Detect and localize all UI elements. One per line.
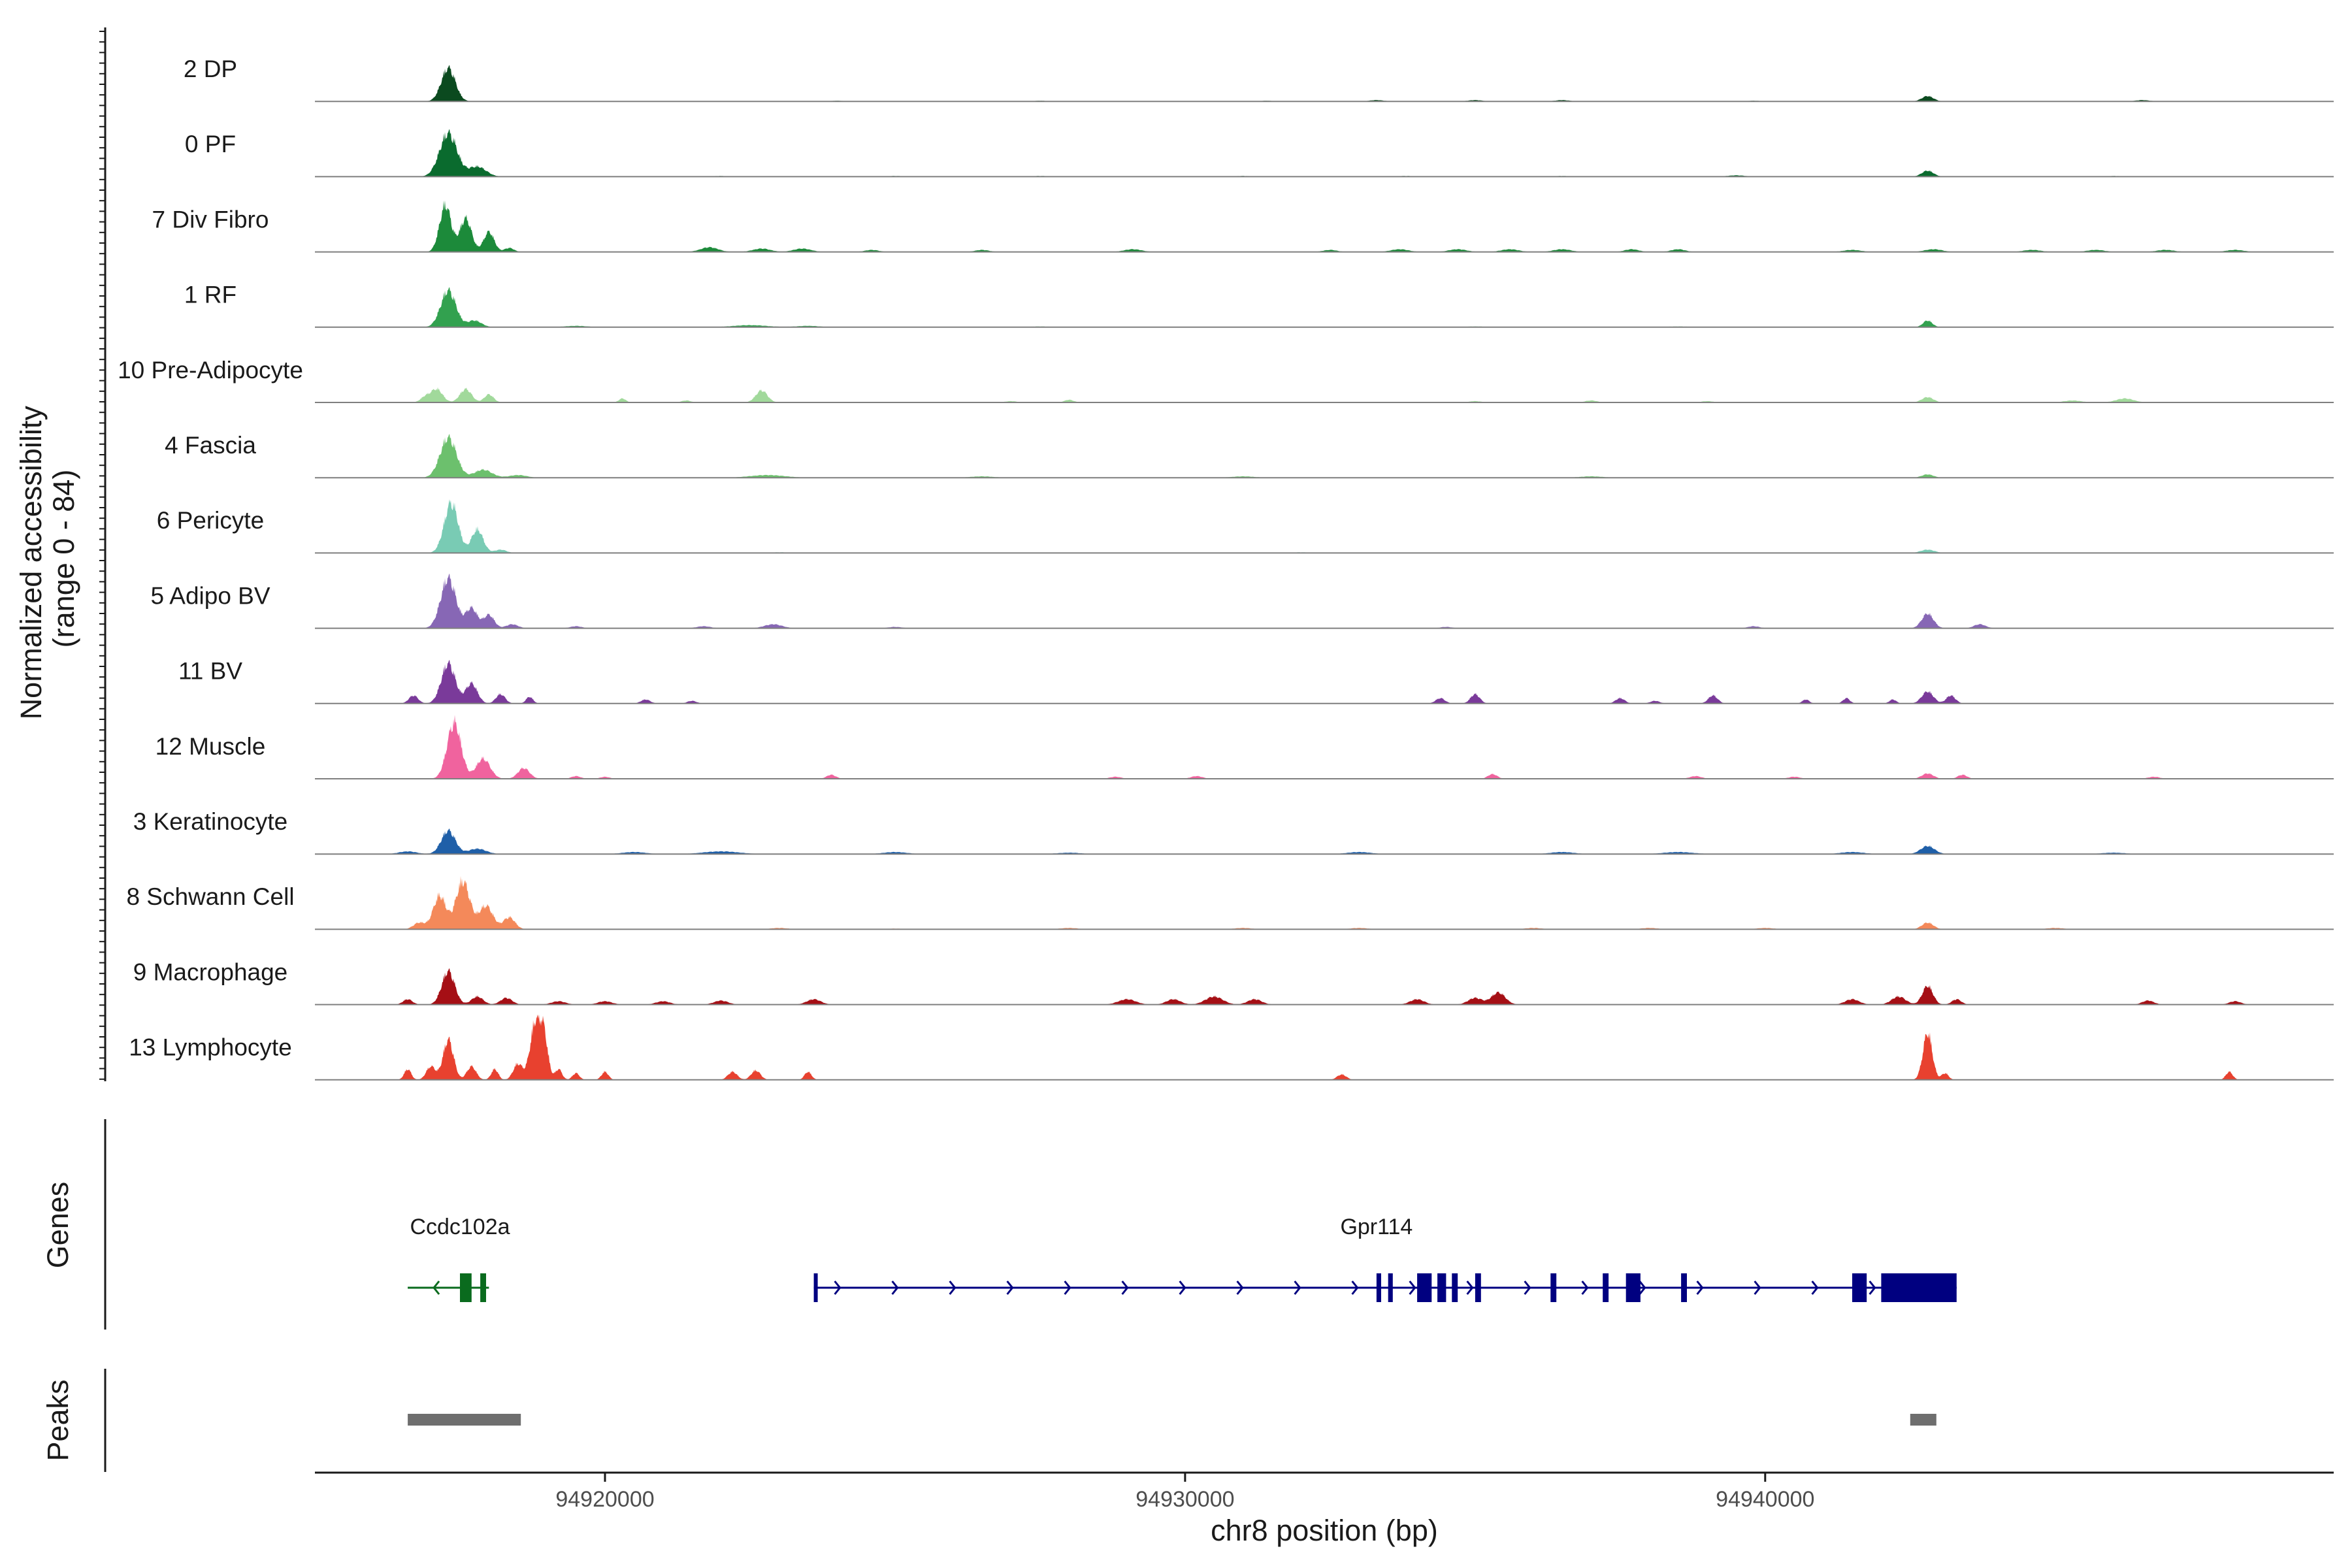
gene-exon: [1881, 1273, 1957, 1302]
track-area: [315, 875, 2334, 930]
left-axis: [99, 27, 106, 1081]
strand-arrow: [1351, 1281, 1359, 1295]
y-axis-title-line-1: Normalized accessibility: [14, 406, 48, 720]
track: 9 Macrophage: [133, 958, 2334, 1005]
track-label: 8 Schwann Cell: [126, 883, 294, 910]
x-tick-label: 94920000: [555, 1487, 654, 1512]
strand-arrow: [1236, 1281, 1244, 1295]
gene: Gpr114: [813, 1215, 1957, 1302]
gene-exon: [1625, 1273, 1641, 1302]
track-label: 7 Div Fibro: [152, 206, 269, 233]
genes-panel-title: Genes: [41, 1182, 74, 1269]
gene-exon: [1852, 1273, 1867, 1302]
peaks-panel-title: Peaks: [41, 1379, 74, 1461]
strand-arrow: [1006, 1281, 1014, 1295]
track: 2 DP: [184, 56, 2334, 103]
x-axis-title: chr8 position (bp): [1211, 1514, 1438, 1547]
y-axis-title-line-2: (range 0 - 84): [47, 470, 80, 648]
peak-region: [408, 1414, 521, 1426]
track-label: 6 Pericyte: [157, 507, 265, 534]
track: 13 Lymphocyte: [129, 1014, 2334, 1081]
track-area: [315, 287, 2334, 327]
gene-exon: [1417, 1273, 1432, 1302]
gene-exon: [1452, 1273, 1458, 1302]
track-label: 13 Lymphocyte: [129, 1034, 292, 1061]
track: 12 Muscle: [155, 715, 2334, 779]
track-label: 2 DP: [184, 56, 237, 82]
track-area: [315, 434, 2334, 478]
track: 1 RF: [184, 282, 2334, 328]
track: 4 Fascia: [165, 432, 2334, 479]
strand-arrow: [1524, 1281, 1531, 1295]
peak-region: [1910, 1414, 1936, 1426]
gene-exon: [1437, 1273, 1446, 1302]
x-tick-label: 94940000: [1716, 1487, 1814, 1512]
peak-regions: [408, 1414, 1936, 1426]
strand-arrow: [1121, 1281, 1129, 1295]
strand-arrow: [1466, 1281, 1474, 1295]
track: 3 Keratinocyte: [133, 808, 2334, 855]
gene-exon: [1388, 1273, 1393, 1302]
gene-label: Ccdc102a: [410, 1215, 510, 1239]
strand-arrow: [433, 1281, 440, 1295]
gene: Ccdc102a: [408, 1215, 510, 1302]
gene-exon: [813, 1273, 818, 1302]
strand-arrow: [1811, 1281, 1819, 1295]
track: 0 PF: [185, 129, 2334, 178]
strand-arrow: [891, 1281, 899, 1295]
gene-label: Gpr114: [1340, 1215, 1413, 1239]
track-area: [315, 828, 2334, 855]
track-label: 11 BV: [178, 658, 242, 685]
gene-exon: [1475, 1273, 1481, 1302]
strand-arrow: [1869, 1281, 1876, 1295]
track-area: [315, 129, 2334, 177]
track-area: [315, 1014, 2334, 1080]
strand-arrow: [1639, 1281, 1646, 1295]
track: 6 Pericyte: [157, 499, 2334, 554]
track-area: [315, 659, 2334, 704]
gene-annotations: Ccdc102a Gpr114: [408, 1215, 1957, 1302]
strand-arrow: [1696, 1281, 1704, 1295]
track-label: 4 Fascia: [165, 432, 256, 459]
track-label: 0 PF: [185, 131, 236, 157]
x-tick-label: 94930000: [1135, 1487, 1234, 1512]
track-area: [315, 499, 2334, 553]
track: 8 Schwann Cell: [126, 875, 2334, 930]
gene-exon: [460, 1273, 472, 1302]
strand-arrow: [1294, 1281, 1301, 1295]
y-axis-title: Normalized accessibility (range 0 - 84): [14, 398, 80, 720]
track: 10 Pre-Adipocyte: [118, 357, 2334, 403]
accessibility-tracks: 2 DP 0 PF 7 Div Fibro 1 RF 10 Pre-Adipocyte 4…: [118, 56, 2334, 1081]
track: 5 Adipo BV: [150, 573, 2334, 629]
track: 7 Div Fibro: [152, 200, 2334, 253]
strand-arrow: [1409, 1281, 1416, 1295]
strand-arrow: [1754, 1281, 1761, 1295]
track-label: 12 Muscle: [155, 733, 266, 760]
track: 11 BV: [178, 658, 2334, 704]
gene-exon: [1603, 1273, 1609, 1302]
track-label: 9 Macrophage: [133, 958, 288, 985]
gene-exon: [480, 1273, 486, 1302]
track-area: [315, 65, 2334, 102]
strand-arrow: [1064, 1281, 1071, 1295]
track-area: [315, 387, 2334, 402]
track-area: [315, 715, 2334, 779]
track-label: 5 Adipo BV: [150, 582, 270, 609]
strand-arrow: [949, 1281, 956, 1295]
track-label: 3 Keratinocyte: [133, 808, 288, 835]
track-area: [315, 200, 2334, 252]
gene-exon: [1550, 1273, 1557, 1302]
track-area: [315, 968, 2334, 1005]
strand-arrow: [834, 1281, 841, 1295]
strand-arrow: [1179, 1281, 1186, 1295]
track-area: [315, 573, 2334, 629]
track-label: 1 RF: [184, 282, 237, 308]
x-axis-ticks: 94920000 94930000 94940000: [555, 1473, 1814, 1512]
strand-arrow: [1581, 1281, 1589, 1295]
gene-exon: [1681, 1273, 1687, 1302]
track-label: 10 Pre-Adipocyte: [118, 357, 303, 384]
gene-exon: [1376, 1273, 1381, 1302]
